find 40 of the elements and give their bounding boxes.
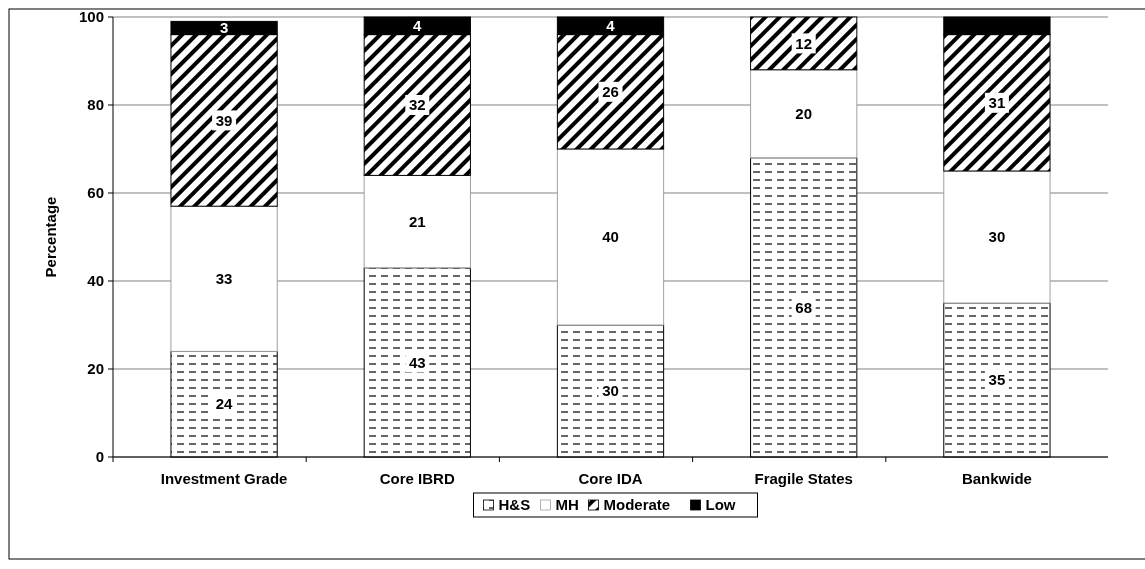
- data-label: 20: [795, 105, 813, 123]
- x-tick-label: Fragile States: [754, 470, 853, 487]
- x-tick-label: Core IDA: [578, 470, 643, 487]
- data-label: 31: [988, 94, 1006, 112]
- y-tick-label: 40: [87, 272, 104, 290]
- legend-label: Moderate: [603, 496, 671, 514]
- x-tick-label: Core IBRD: [379, 470, 455, 487]
- bar: [943, 170, 1051, 304]
- y-tick-label: 60: [87, 184, 104, 202]
- legend-label: H&S: [498, 496, 531, 514]
- x-tick-label: Bankwide: [961, 470, 1032, 487]
- y-tick-label: 20: [87, 360, 104, 378]
- bar: [363, 174, 471, 269]
- x-tick-label: Investment Grade: [160, 470, 288, 487]
- data-label: 3: [219, 19, 229, 37]
- legend-label: MH: [555, 496, 579, 514]
- bar: [170, 205, 278, 352]
- bar: [750, 16, 858, 71]
- data-label: 33: [215, 270, 233, 288]
- y-tick-label: 100: [78, 8, 104, 26]
- data-label: 43: [408, 353, 426, 371]
- data-label: 30: [988, 228, 1006, 246]
- data-label: 26: [602, 83, 619, 101]
- data-label: 21: [408, 212, 426, 230]
- data-label: 30: [602, 382, 619, 400]
- legend-label: Low: [705, 496, 736, 514]
- bar: [556, 148, 665, 326]
- data-label: 35: [988, 371, 1006, 389]
- y-axis-title: Percentage: [42, 196, 59, 278]
- data-label: 68: [795, 298, 813, 316]
- data-label: 4: [606, 17, 616, 35]
- y-tick-label: 0: [95, 448, 104, 466]
- data-label: 12: [795, 34, 813, 52]
- data-label: 24: [215, 395, 234, 413]
- bar: [750, 69, 858, 159]
- data-label: 40: [602, 228, 619, 246]
- y-tick-label: 80: [87, 96, 104, 114]
- data-label: 4: [413, 17, 423, 35]
- data-label: 39: [215, 111, 233, 129]
- data-label: 32: [408, 96, 426, 114]
